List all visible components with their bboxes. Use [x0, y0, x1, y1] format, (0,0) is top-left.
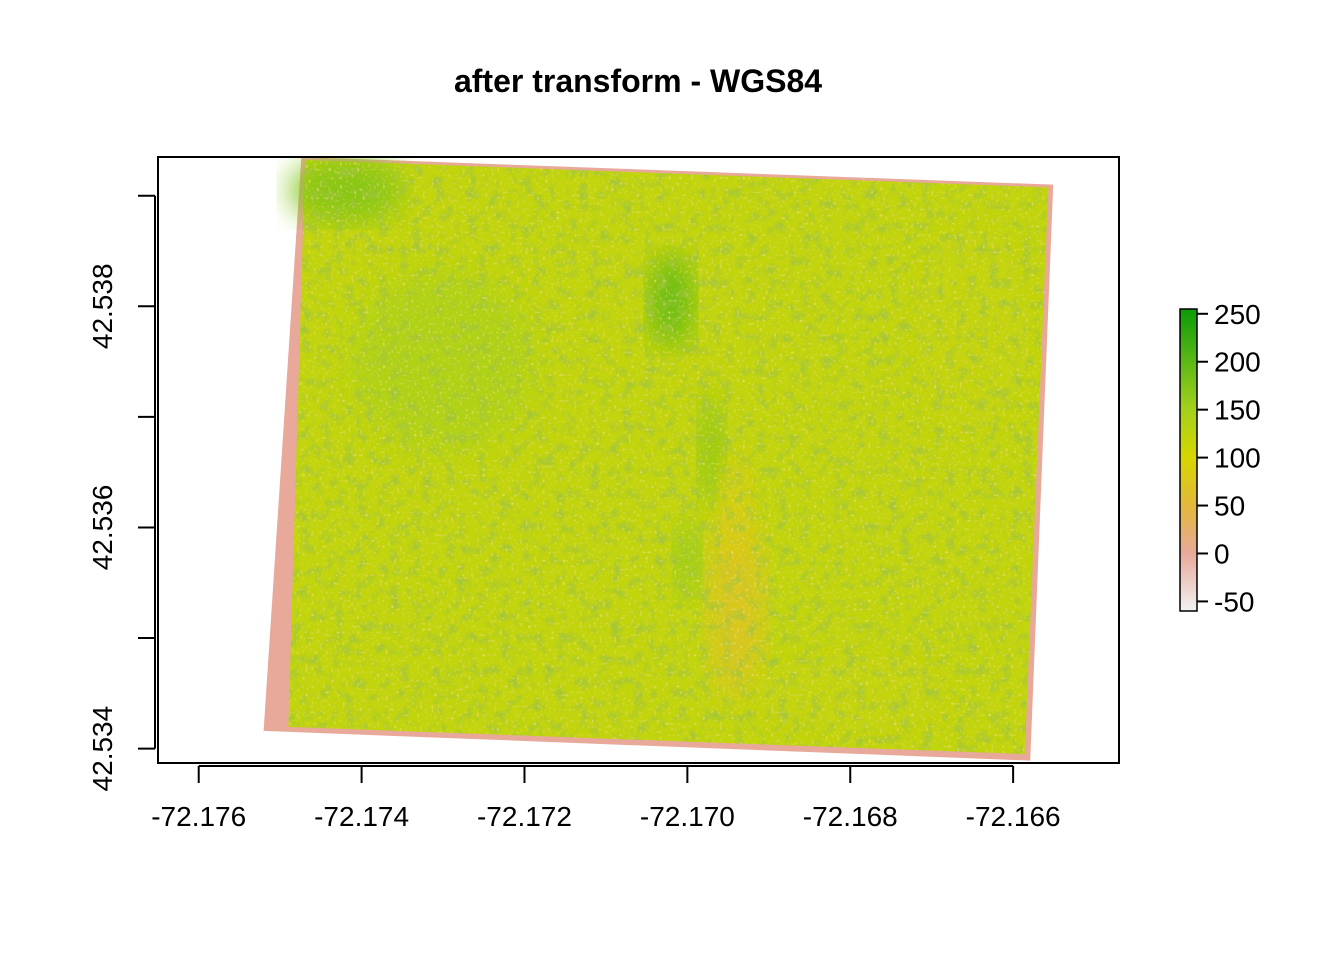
colorbar-tick-label: -50 — [1214, 586, 1254, 617]
colorbar-legend: 250 200 150 100 50 0 -50 — [1179, 299, 1261, 617]
x-tick-label: -72.170 — [640, 801, 735, 832]
chart-title: after transform - WGS84 — [454, 63, 822, 99]
plot-frame — [157, 156, 1120, 764]
raster-layer — [263, 157, 1054, 761]
colorbar-tick-label: 250 — [1214, 299, 1261, 330]
colorbar-tick-label: 200 — [1214, 347, 1261, 378]
x-tick-label: -72.166 — [966, 801, 1061, 832]
x-axis: -72.176 -72.174 -72.172 -72.170 -72.168 -72.1… — [151, 765, 1061, 832]
colorbar-ramp — [1179, 308, 1198, 612]
y-axis: 42.534 42.536 42.538 — [87, 194, 156, 792]
x-tick-label: -72.168 — [803, 801, 898, 832]
colorbar-tick-label: 50 — [1214, 491, 1245, 522]
x-tick-label: -72.176 — [151, 801, 246, 832]
y-tick-label: 42.534 — [87, 706, 118, 792]
colorbar-tick-label: 0 — [1214, 538, 1230, 569]
colorbar-tick-label: 100 — [1214, 443, 1261, 474]
x-tick-label: -72.172 — [477, 801, 572, 832]
colorbar-tick-label: 150 — [1214, 395, 1261, 426]
y-tick-label: 42.538 — [87, 263, 118, 349]
raster-speckle — [288, 160, 1049, 755]
y-tick-label: 42.536 — [87, 485, 118, 571]
x-tick-label: -72.174 — [314, 801, 409, 832]
